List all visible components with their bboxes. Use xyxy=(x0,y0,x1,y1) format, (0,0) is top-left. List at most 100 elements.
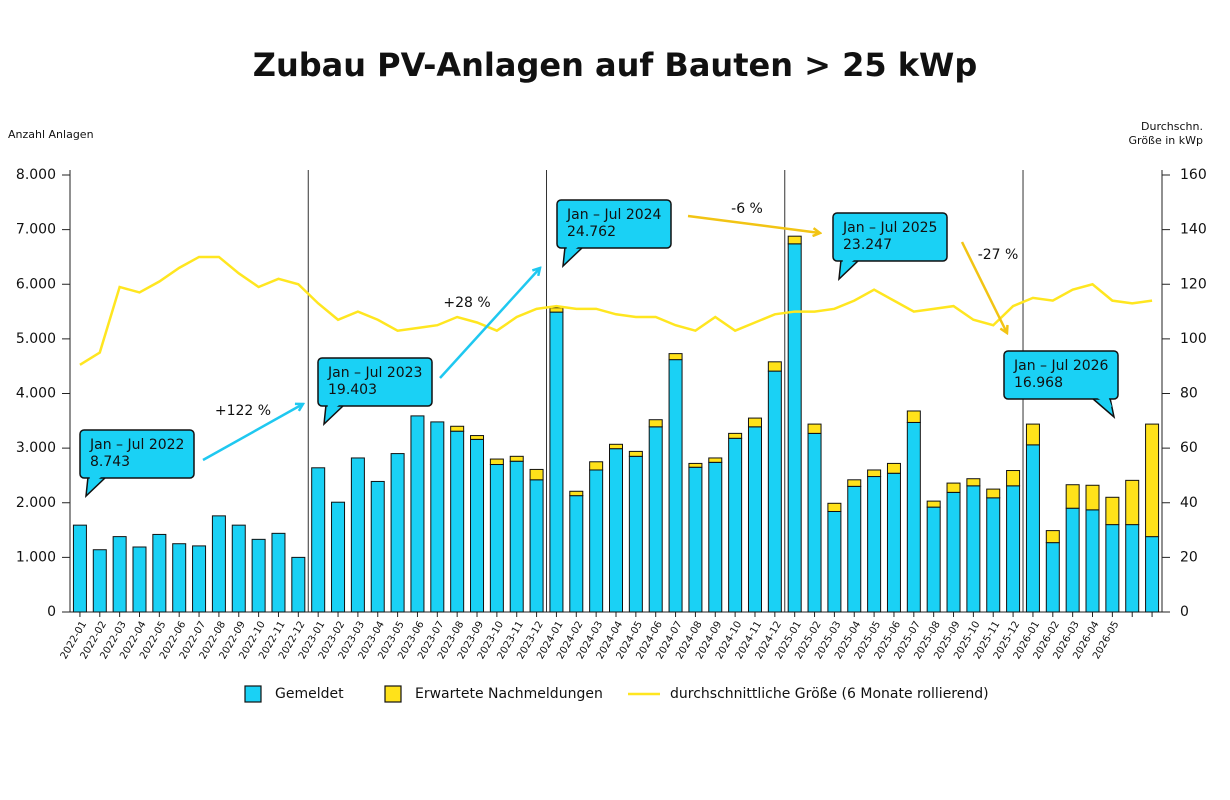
bar-segment xyxy=(1065,507,1080,613)
bar-segment xyxy=(1045,542,1060,613)
bar-segment xyxy=(350,457,365,613)
legend-label: Gemeldet xyxy=(275,686,344,702)
bar-segment xyxy=(1085,484,1100,511)
bar-segment xyxy=(926,500,941,508)
bar-segment xyxy=(906,421,921,613)
bar-segment xyxy=(311,467,326,613)
bar-segment xyxy=(827,510,842,613)
y2-tick-label: 140 xyxy=(1180,222,1207,238)
callout-box xyxy=(1003,350,1119,400)
change-label: +122 % xyxy=(215,403,271,419)
bar-segment xyxy=(589,461,604,471)
y-tick-label: 2.000 xyxy=(16,495,56,511)
callout-tail-fill xyxy=(1094,396,1112,407)
bar-segment xyxy=(986,488,1001,499)
bar-segment xyxy=(291,556,306,613)
bar-segment xyxy=(1145,536,1160,613)
y-axis-title: Anzahl Anlagen xyxy=(8,128,94,141)
bar-segment xyxy=(827,502,842,512)
bar-segment xyxy=(112,536,127,613)
average-size-line xyxy=(79,255,1153,366)
y2-axis-title: Durchschn. xyxy=(1141,120,1203,133)
bar-segment xyxy=(470,435,485,440)
bar-segment xyxy=(1125,479,1140,526)
y2-tick-label: 160 xyxy=(1180,167,1207,183)
y2-tick-label: 100 xyxy=(1180,331,1207,347)
bar-segment xyxy=(549,307,564,313)
callout-box xyxy=(317,357,433,407)
bar-segment xyxy=(370,480,385,613)
callout-period: Jan – Jul 2023 xyxy=(327,365,422,381)
y2-tick-label: 40 xyxy=(1180,495,1198,511)
bar-segment xyxy=(807,423,822,434)
bar-segment xyxy=(450,430,465,613)
bar-segment xyxy=(728,437,743,613)
callout-period: Jan – Jul 2022 xyxy=(89,437,184,453)
bar-segment xyxy=(688,462,703,468)
bar-segment xyxy=(509,460,524,613)
bar-segment xyxy=(1006,485,1021,613)
bar-segment xyxy=(1125,524,1140,613)
y2-tick-label: 60 xyxy=(1180,440,1198,456)
bar-segment xyxy=(549,311,564,613)
legend-label: Erwartete Nachmeldungen xyxy=(415,686,603,702)
change-label: +28 % xyxy=(443,295,490,311)
change-arrow xyxy=(439,268,540,379)
bar-segment xyxy=(1025,444,1040,613)
bar-segment xyxy=(192,545,207,613)
bar-segment xyxy=(986,497,1001,613)
bar-segment xyxy=(867,476,882,613)
y2-tick-label: 20 xyxy=(1180,549,1198,565)
bar-segment xyxy=(708,461,723,613)
y-tick-label: 5.000 xyxy=(16,331,56,347)
bar-segment xyxy=(688,466,703,613)
bar-segment xyxy=(152,533,167,613)
change-arrow xyxy=(202,404,303,462)
callout-box xyxy=(79,429,195,479)
y-tick-label: 6.000 xyxy=(16,276,56,292)
bar-segment xyxy=(529,479,544,613)
bar-segment xyxy=(787,235,802,245)
bar-segment xyxy=(847,479,862,487)
bar-segment xyxy=(569,490,584,497)
bar-segment xyxy=(569,495,584,613)
bar-segment xyxy=(172,543,187,613)
bar-segment xyxy=(609,443,623,450)
callout-total: 8.743 xyxy=(90,454,130,470)
callout-period: Jan – Jul 2025 xyxy=(842,220,937,236)
callout-total: 23.247 xyxy=(843,237,892,253)
bar-segment xyxy=(589,469,604,613)
y-tick-label: 4.000 xyxy=(16,386,56,402)
bar-segment xyxy=(668,353,683,361)
bar-segment xyxy=(1085,509,1100,613)
bar-segment xyxy=(747,426,762,613)
y-tick-label: 1.000 xyxy=(16,549,56,565)
bar-segment xyxy=(767,361,782,372)
bar-segment xyxy=(1065,484,1080,509)
bar-segment xyxy=(847,485,862,613)
bar-segment xyxy=(886,472,901,613)
bar-segment xyxy=(271,532,286,613)
change-label: -27 % xyxy=(978,247,1019,263)
bar-segment xyxy=(1006,470,1021,487)
callout-total: 24.762 xyxy=(567,224,616,240)
callout-period: Jan – Jul 2026 xyxy=(1013,358,1109,374)
y2-tick-label: 80 xyxy=(1180,386,1198,402)
bar-segment xyxy=(410,415,425,613)
callout-total: 19.403 xyxy=(328,382,377,398)
bar-segment xyxy=(708,457,723,463)
callout-tail-fill xyxy=(89,475,104,486)
bar-segment xyxy=(132,546,147,613)
bar-segment xyxy=(906,410,921,423)
bar-segment xyxy=(787,243,802,613)
bar-segment xyxy=(529,468,544,481)
bar-segment xyxy=(92,549,107,613)
bar-segment xyxy=(390,453,405,613)
bar-segment xyxy=(728,432,743,439)
y2-tick-label: 0 xyxy=(1180,604,1189,620)
bar-segment xyxy=(72,524,87,613)
y2-tick-label: 120 xyxy=(1180,276,1207,292)
bar-segment xyxy=(648,426,663,613)
bar-segment xyxy=(331,501,346,613)
